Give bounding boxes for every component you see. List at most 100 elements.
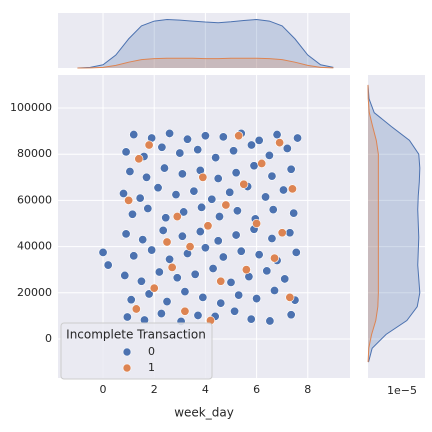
scatter-point <box>162 237 172 247</box>
mask <box>368 378 425 386</box>
scatter-point <box>162 297 172 307</box>
scatter-point <box>208 264 218 274</box>
scatter-point <box>291 247 301 257</box>
scatter-point <box>270 285 280 295</box>
scatter-point <box>225 187 235 197</box>
scatter-point <box>231 230 241 240</box>
x-tick-label: 4 <box>202 383 209 396</box>
y-tick-label: 40000 <box>17 240 52 253</box>
kde-line <box>367 84 379 363</box>
scatter-point <box>287 184 297 194</box>
scatter-point <box>234 131 244 141</box>
kde-area <box>77 58 334 68</box>
scatter-point <box>161 213 171 223</box>
x-tick-label: 0 <box>100 383 107 396</box>
scatter-point <box>193 145 203 155</box>
scatter-point <box>103 260 113 270</box>
legend-marker <box>122 363 132 373</box>
legend: Incomplete Transaction 0 1 <box>60 322 213 380</box>
scatter-point <box>293 133 303 143</box>
scatter-point <box>278 185 288 195</box>
scatter-point <box>198 172 208 182</box>
x-axis-label: week_day <box>174 406 234 420</box>
x-tick-label: 2 <box>151 383 158 396</box>
scatter-point <box>200 131 210 141</box>
offset-label: 1e−5 <box>387 384 417 397</box>
scatter-point <box>246 314 256 324</box>
scatter-point <box>129 251 139 261</box>
scatter-point <box>177 231 187 241</box>
scatter-point <box>190 269 200 279</box>
scatter-point <box>218 252 228 262</box>
scatter-point <box>165 254 175 264</box>
scatter-point <box>125 167 135 177</box>
scatter-point <box>134 154 144 164</box>
scatter-point <box>214 212 224 222</box>
scatter-point <box>275 138 285 148</box>
legend-marker <box>122 347 132 357</box>
scatter-point <box>226 277 236 287</box>
scatter-point <box>268 205 278 215</box>
scatter-point <box>286 310 296 320</box>
scatter-point <box>246 140 256 150</box>
scatter-point <box>122 312 132 322</box>
scatter-point <box>252 218 262 228</box>
scatter-point <box>171 190 181 200</box>
scatter-point <box>267 171 277 181</box>
scatter-point <box>185 242 195 252</box>
y-tick-label: 20000 <box>17 286 52 299</box>
scatter-point <box>286 164 296 174</box>
scatter-point <box>175 148 185 158</box>
scatter-point <box>195 227 205 237</box>
y-tick-label: 60000 <box>17 193 52 206</box>
scatter-point <box>261 192 271 202</box>
scatter-point <box>213 236 223 246</box>
scatter-point <box>265 316 275 326</box>
scatter-point <box>131 304 141 314</box>
scatter-point <box>264 150 274 160</box>
scatter-point <box>270 253 280 263</box>
kde-line <box>77 57 334 69</box>
scatter-point <box>167 262 177 272</box>
kde-line <box>77 18 334 69</box>
scatter-point <box>144 140 154 150</box>
scatter-point <box>280 274 290 284</box>
scatter-point <box>120 270 130 280</box>
scatter-point <box>216 298 226 308</box>
scatter-point <box>254 250 264 260</box>
y-tick-label: 0 <box>45 332 52 345</box>
scatter-point <box>252 294 262 304</box>
scatter-point <box>143 203 153 213</box>
scatter-point <box>142 172 152 182</box>
scatter-point <box>272 130 282 140</box>
scatter-point <box>249 161 259 171</box>
legend-label: 0 <box>148 345 155 358</box>
scatter-point <box>172 273 182 283</box>
scatter-point <box>262 266 272 276</box>
scatter-point <box>285 228 295 238</box>
scatter-point <box>129 130 139 140</box>
scatter-point <box>234 290 244 300</box>
scatter-point <box>257 158 267 168</box>
scatter-point <box>165 128 175 138</box>
scatter-point <box>218 132 228 142</box>
scatter-point <box>149 283 159 293</box>
scatter-point <box>232 206 242 216</box>
scatter-point <box>239 179 249 189</box>
scatter-point <box>277 228 287 238</box>
scatter-point <box>289 208 299 218</box>
scatter-point <box>285 292 295 302</box>
scatter-point <box>126 295 136 305</box>
scatter-point <box>135 193 145 203</box>
scatter-point <box>177 169 187 179</box>
scatter-point <box>216 276 226 286</box>
scatter-point <box>207 194 217 204</box>
mask <box>368 0 425 75</box>
scatter-point <box>189 186 199 196</box>
scatter-point <box>282 143 292 153</box>
scatter-point <box>136 276 146 286</box>
scatter-point <box>159 163 169 173</box>
x-tick-label: 6 <box>253 383 260 396</box>
scatter-point <box>153 183 163 193</box>
